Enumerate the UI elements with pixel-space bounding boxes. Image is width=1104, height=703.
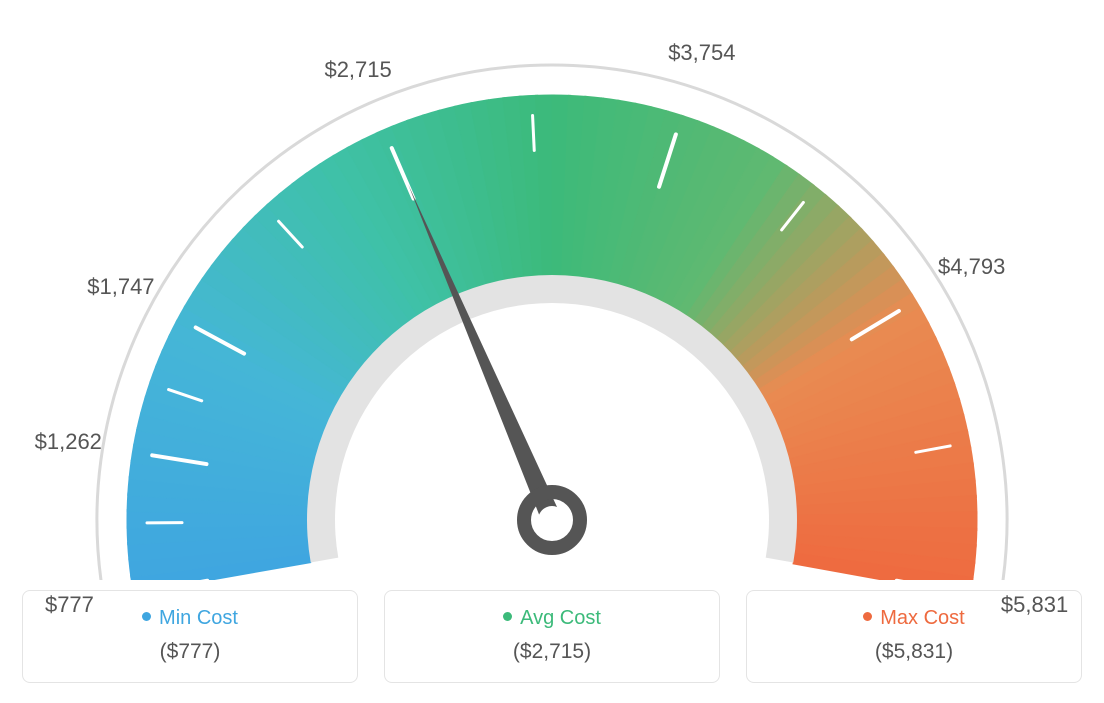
cost-gauge-chart: $777$1,262$1,747$2,715$3,754$4,793$5,831 (22, 20, 1082, 580)
legend-value: ($5,831) (757, 640, 1071, 664)
gauge-tick-label: $2,715 (324, 57, 391, 83)
legend-value: ($777) (33, 640, 347, 664)
legend-dot-icon (503, 612, 512, 621)
gauge-tick-label: $777 (45, 592, 94, 618)
gauge-tick-label: $1,262 (35, 429, 102, 455)
gauge-tick-label: $3,754 (668, 40, 735, 66)
legend-dot-icon (863, 612, 872, 621)
legend-dot-icon (142, 612, 151, 621)
legend-row: Min Cost ($777) Avg Cost ($2,715) Max Cost ($… (22, 590, 1082, 683)
legend-title-text: Min Cost (159, 607, 238, 629)
gauge-tick-label: $1,747 (87, 274, 154, 300)
legend-title-text: Max Cost (880, 607, 964, 629)
legend-value: ($2,715) (395, 640, 709, 664)
gauge-tick-label: $4,793 (938, 254, 1005, 280)
legend-title-text: Avg Cost (520, 607, 601, 629)
gauge-svg (22, 20, 1082, 580)
gauge-tick-label: $5,831 (1001, 592, 1068, 618)
legend-title: Avg Cost (395, 607, 709, 630)
legend-card-avg: Avg Cost ($2,715) (384, 590, 720, 683)
